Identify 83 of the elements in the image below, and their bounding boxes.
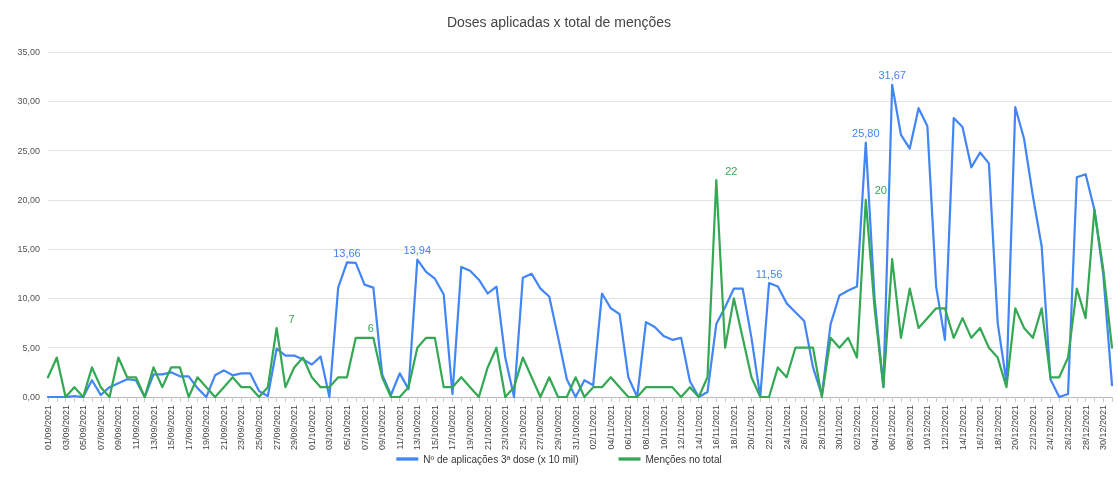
x-tick-label: 12/12/2021 bbox=[939, 405, 950, 451]
data-label: 20 bbox=[874, 184, 887, 197]
x-tick-label: 16/12/2021 bbox=[975, 405, 986, 451]
x-tick-label: 13/10/2021 bbox=[412, 405, 423, 451]
x-tick-label: 06/12/2021 bbox=[887, 405, 898, 451]
x-tick-label: 08/11/2021 bbox=[640, 405, 651, 450]
x-tick-label: 03/10/2021 bbox=[324, 405, 335, 451]
y-tick-label: 30,00 bbox=[17, 96, 40, 107]
x-tick-label: 15/10/2021 bbox=[429, 405, 440, 451]
y-tick-label: 15,00 bbox=[17, 244, 40, 255]
x-tick-label: 29/09/2021 bbox=[289, 405, 300, 451]
x-tick-label: 10/11/2021 bbox=[658, 405, 669, 450]
x-tick-label: 16/11/2021 bbox=[711, 405, 722, 450]
x-tick-label: 27/10/2021 bbox=[535, 405, 546, 451]
x-tick-label: 08/12/2021 bbox=[904, 405, 915, 451]
legend-label: Menções no total bbox=[645, 453, 722, 465]
x-tick-label: 12/11/2021 bbox=[676, 405, 687, 450]
x-tick-label: 05/10/2021 bbox=[341, 405, 352, 451]
x-tick-label: 17/10/2021 bbox=[447, 405, 458, 451]
x-tick-label: 19/09/2021 bbox=[201, 405, 212, 451]
x-tick-label: 11/09/2021 bbox=[130, 405, 141, 450]
y-tick-label: 20,00 bbox=[17, 194, 40, 205]
x-tick-label: 20/12/2021 bbox=[1010, 405, 1021, 451]
x-tick-label: 24/12/2021 bbox=[1045, 405, 1056, 451]
x-tick-label: 22/11/2021 bbox=[764, 405, 775, 450]
x-tick-label: 25/09/2021 bbox=[254, 405, 265, 451]
x-tick-label: 28/12/2021 bbox=[1080, 405, 1091, 451]
x-tick-label: 26/11/2021 bbox=[799, 405, 810, 450]
y-tick-label: 0,00 bbox=[22, 392, 40, 402]
x-tick-label: 31/10/2021 bbox=[570, 405, 581, 451]
x-tick-label: 18/12/2021 bbox=[992, 405, 1003, 451]
legend-label: Nº de aplicações 3ª dose (x 10 mil) bbox=[423, 453, 579, 465]
x-tick-label: 01/10/2021 bbox=[306, 405, 317, 451]
y-tick-label: 5,00 bbox=[22, 342, 40, 353]
x-tick-label: 23/10/2021 bbox=[500, 405, 511, 451]
x-tick-label: 17/09/2021 bbox=[183, 405, 194, 451]
x-tick-label: 15/09/2021 bbox=[166, 405, 177, 451]
x-tick-label: 22/12/2021 bbox=[1027, 405, 1038, 451]
x-tick-label: 07/09/2021 bbox=[95, 405, 106, 451]
x-tick-label: 13/09/2021 bbox=[148, 405, 159, 451]
data-label: 22 bbox=[725, 164, 738, 177]
x-tick-label: 09/10/2021 bbox=[377, 405, 388, 451]
line-series bbox=[46, 179, 1114, 399]
x-tick-label: 03/09/2021 bbox=[60, 405, 71, 451]
x-tick-label: 05/09/2021 bbox=[78, 405, 89, 451]
x-tick-label: 04/12/2021 bbox=[869, 405, 880, 451]
y-tick-label: 25,00 bbox=[17, 145, 40, 156]
x-tick-label: 14/11/2021 bbox=[693, 405, 704, 450]
x-tick-label: 09/09/2021 bbox=[113, 405, 124, 451]
x-tick-label: 24/11/2021 bbox=[781, 405, 792, 450]
x-tick-label: 11/10/2021 bbox=[394, 405, 405, 450]
data-label: 7 bbox=[288, 312, 295, 325]
x-tick-label: 20/11/2021 bbox=[746, 405, 757, 450]
x-tick-label: 02/12/2021 bbox=[851, 405, 862, 451]
x-tick-label: 10/12/2021 bbox=[922, 405, 933, 451]
x-tick-label: 21/09/2021 bbox=[218, 405, 229, 451]
data-label: 13,94 bbox=[403, 244, 432, 257]
x-tick-label: 28/11/2021 bbox=[816, 405, 827, 450]
x-tick-label: 01/09/2021 bbox=[43, 405, 53, 451]
x-tick-label: 26/12/2021 bbox=[1063, 405, 1074, 451]
x-tick-label: 07/10/2021 bbox=[359, 405, 370, 451]
y-tick-label: 10,00 bbox=[17, 293, 40, 304]
data-label: 25,80 bbox=[852, 127, 880, 140]
data-label: 6 bbox=[367, 322, 374, 335]
x-tick-label: 30/11/2021 bbox=[834, 405, 845, 450]
x-tick-label: 23/09/2021 bbox=[236, 405, 247, 451]
data-label: 31,67 bbox=[878, 69, 906, 82]
data-label: 13,66 bbox=[333, 246, 361, 259]
x-tick-label: 06/11/2021 bbox=[623, 405, 634, 450]
x-tick-label: 18/11/2021 bbox=[728, 405, 739, 450]
x-tick-label: 19/10/2021 bbox=[465, 405, 476, 451]
x-tick-label: 04/11/2021 bbox=[605, 405, 616, 450]
x-tick-label: 27/09/2021 bbox=[271, 405, 282, 451]
y-tick-label: 35,00 bbox=[17, 47, 40, 57]
x-tick-label: 14/12/2021 bbox=[957, 405, 968, 451]
chart-title: Doses aplicadas x total de menções bbox=[446, 14, 672, 30]
data-label: 11,56 bbox=[755, 267, 783, 280]
x-tick-label: 02/11/2021 bbox=[588, 405, 599, 450]
x-tick-label: 30/12/2021 bbox=[1098, 405, 1109, 451]
x-tick-label: 29/10/2021 bbox=[553, 405, 564, 451]
x-tick-label: 25/10/2021 bbox=[517, 405, 528, 451]
x-tick-label: 21/10/2021 bbox=[482, 405, 493, 451]
line-series bbox=[46, 83, 1114, 399]
